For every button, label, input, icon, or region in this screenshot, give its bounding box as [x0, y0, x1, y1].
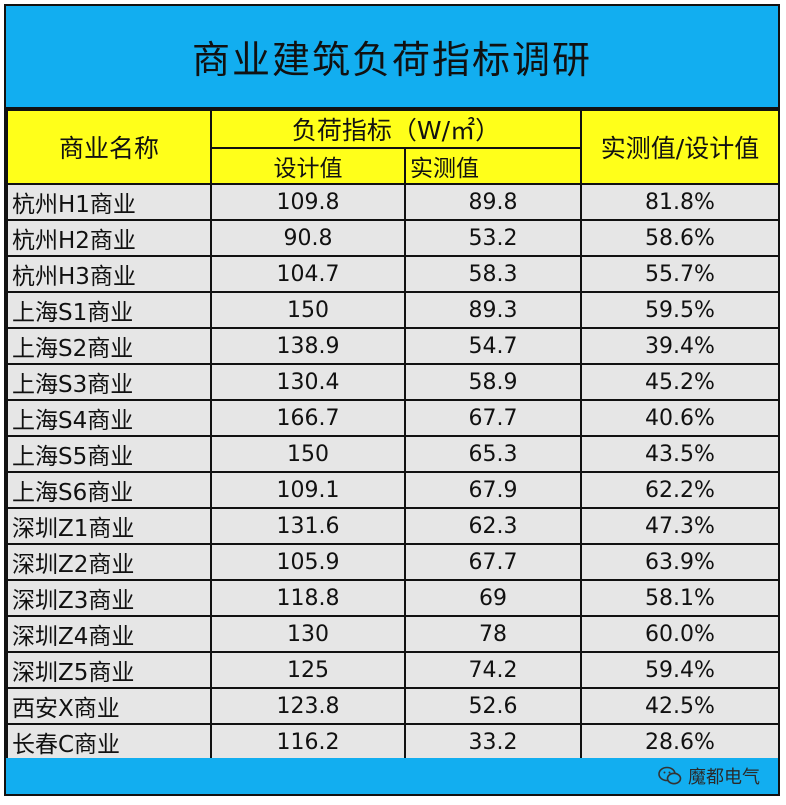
header-design-value: 设计值 [210, 147, 406, 185]
table-row: 深圳Z4商业 130 78 60.0% [6, 615, 780, 653]
cell-ratio: 60.0% [580, 615, 780, 653]
cell-business-name: 杭州H3商业 [6, 255, 212, 293]
cell-measured-value: 69 [404, 579, 582, 617]
cell-measured-value: 58.3 [404, 255, 582, 293]
cell-business-name: 上海S3商业 [6, 363, 212, 401]
cell-ratio: 58.6% [580, 219, 780, 257]
cell-design-value: 125 [210, 651, 406, 689]
table-row: 上海S5商业 150 65.3 43.5% [6, 435, 780, 473]
table-row: 深圳Z2商业 105.9 67.7 63.9% [6, 543, 780, 581]
wechat-icon [658, 766, 682, 785]
cell-business-name: 长春C商业 [6, 723, 212, 761]
cell-ratio: 63.9% [580, 543, 780, 581]
cell-business-name: 杭州H1商业 [6, 183, 212, 221]
cell-design-value: 130.4 [210, 363, 406, 401]
table-row: 杭州H3商业 104.7 58.3 55.7% [6, 255, 780, 293]
cell-measured-value: 58.9 [404, 363, 582, 401]
load-index-table: 商业名称 负荷指标（W/㎡） 实测值/设计值 设计值 实测值 杭州H1商业 109… [6, 109, 780, 761]
cell-business-name: 上海S1商业 [6, 291, 212, 329]
cell-measured-value: 67.7 [404, 543, 582, 581]
cell-ratio: 45.2% [580, 363, 780, 401]
header-measured-value: 实测值 [404, 147, 582, 185]
table-row: 西安X商业 123.8 52.6 42.5% [6, 687, 780, 725]
header-ratio: 实测值/设计值 [580, 109, 780, 185]
table-row: 上海S3商业 130.4 58.9 45.2% [6, 363, 780, 401]
cell-design-value: 150 [210, 435, 406, 473]
table-row: 深圳Z3商业 118.8 69 58.1% [6, 579, 780, 617]
cell-measured-value: 89.3 [404, 291, 582, 329]
cell-measured-value: 62.3 [404, 507, 582, 545]
table-body: 杭州H1商业 109.8 89.8 81.8% 杭州H2商业 90.8 53.2 58.6% 杭… [6, 183, 780, 761]
table-row: 深圳Z1商业 131.6 62.3 47.3% [6, 507, 780, 545]
footer-bar: 魔都电气 [6, 758, 778, 794]
cell-ratio: 28.6% [580, 723, 780, 761]
cell-ratio: 40.6% [580, 399, 780, 437]
cell-ratio: 81.8% [580, 183, 780, 221]
watermark: 魔都电气 [658, 763, 760, 789]
table-row: 杭州H2商业 90.8 53.2 58.6% [6, 219, 780, 257]
cell-measured-value: 33.2 [404, 723, 582, 761]
table-row: 深圳Z5商业 125 74.2 59.4% [6, 651, 780, 689]
table-row: 杭州H1商业 109.8 89.8 81.8% [6, 183, 780, 221]
cell-business-name: 深圳Z5商业 [6, 651, 212, 689]
cell-design-value: 130 [210, 615, 406, 653]
table-row: 上海S4商业 166.7 67.7 40.6% [6, 399, 780, 437]
cell-measured-value: 52.6 [404, 687, 582, 725]
page-title: 商业建筑负荷指标调研 [6, 6, 778, 109]
cell-design-value: 116.2 [210, 723, 406, 761]
cell-measured-value: 65.3 [404, 435, 582, 473]
header-load-index: 负荷指标（W/㎡） [210, 109, 582, 149]
cell-design-value: 90.8 [210, 219, 406, 257]
cell-design-value: 123.8 [210, 687, 406, 725]
cell-design-value: 150 [210, 291, 406, 329]
cell-business-name: 上海S4商业 [6, 399, 212, 437]
table-row: 上海S2商业 138.9 54.7 39.4% [6, 327, 780, 365]
cell-design-value: 109.1 [210, 471, 406, 509]
cell-ratio: 62.2% [580, 471, 780, 509]
cell-measured-value: 89.8 [404, 183, 582, 221]
cell-business-name: 杭州H2商业 [6, 219, 212, 257]
cell-ratio: 59.4% [580, 651, 780, 689]
cell-ratio: 39.4% [580, 327, 780, 365]
cell-business-name: 深圳Z3商业 [6, 579, 212, 617]
cell-design-value: 138.9 [210, 327, 406, 365]
cell-ratio: 47.3% [580, 507, 780, 545]
cell-business-name: 深圳Z2商业 [6, 543, 212, 581]
cell-design-value: 105.9 [210, 543, 406, 581]
cell-measured-value: 67.9 [404, 471, 582, 509]
cell-design-value: 118.8 [210, 579, 406, 617]
cell-ratio: 59.5% [580, 291, 780, 329]
cell-measured-value: 53.2 [404, 219, 582, 257]
cell-ratio: 42.5% [580, 687, 780, 725]
cell-measured-value: 74.2 [404, 651, 582, 689]
cell-measured-value: 67.7 [404, 399, 582, 437]
cell-design-value: 109.8 [210, 183, 406, 221]
cell-business-name: 西安X商业 [6, 687, 212, 725]
cell-measured-value: 54.7 [404, 327, 582, 365]
table-frame: 商业建筑负荷指标调研 商业名称 负荷指标（W/㎡） 实测值/设计值 设计值 实测… [4, 4, 780, 796]
cell-design-value: 131.6 [210, 507, 406, 545]
cell-ratio: 55.7% [580, 255, 780, 293]
cell-design-value: 166.7 [210, 399, 406, 437]
cell-design-value: 104.7 [210, 255, 406, 293]
table-row: 上海S6商业 109.1 67.9 62.2% [6, 471, 780, 509]
table-row: 上海S1商业 150 89.3 59.5% [6, 291, 780, 329]
cell-ratio: 58.1% [580, 579, 780, 617]
cell-ratio: 43.5% [580, 435, 780, 473]
cell-business-name: 上海S2商业 [6, 327, 212, 365]
cell-business-name: 上海S5商业 [6, 435, 212, 473]
watermark-text: 魔都电气 [688, 767, 760, 788]
cell-business-name: 深圳Z4商业 [6, 615, 212, 653]
table-row: 长春C商业 116.2 33.2 28.6% [6, 723, 780, 761]
header-business-name: 商业名称 [6, 109, 212, 185]
cell-business-name: 上海S6商业 [6, 471, 212, 509]
cell-business-name: 深圳Z1商业 [6, 507, 212, 545]
cell-measured-value: 78 [404, 615, 582, 653]
